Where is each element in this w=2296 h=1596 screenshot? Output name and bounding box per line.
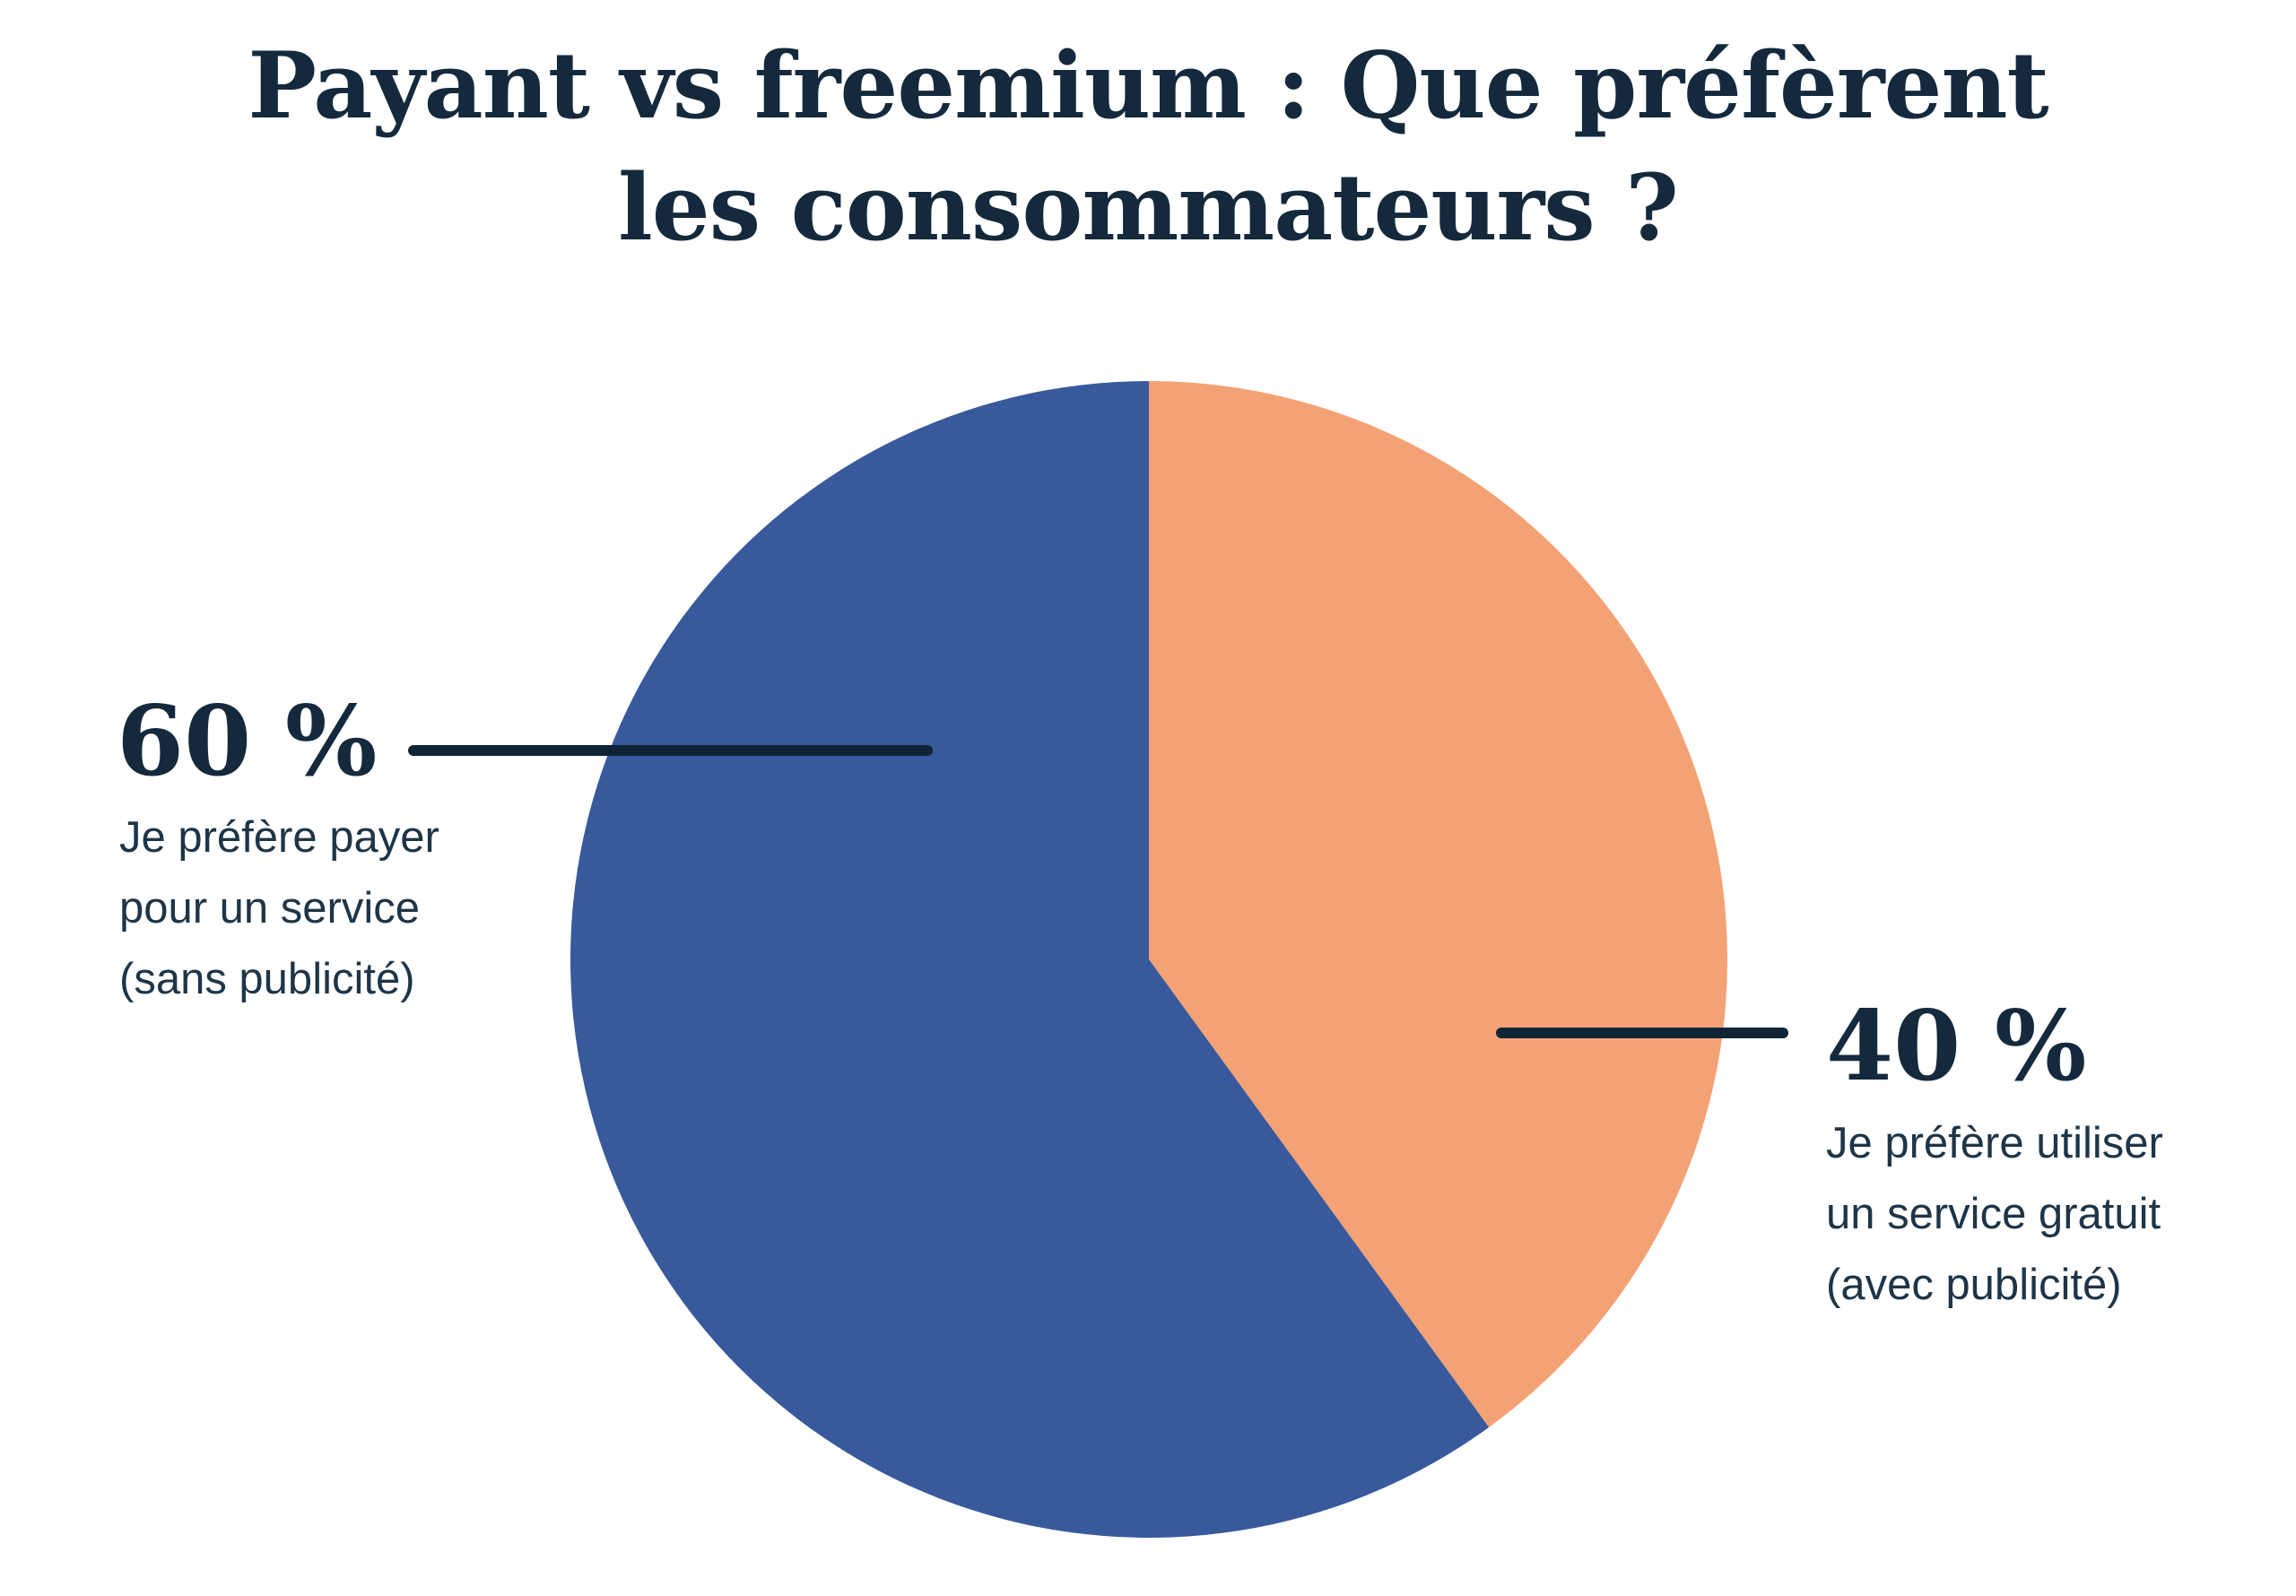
leader-line-right — [1496, 1028, 1788, 1038]
percent-label-60: 60 % — [117, 685, 378, 798]
callout-text-left: Je préfère payer pour un service (sans p… — [119, 813, 439, 1003]
pie-slice-payant — [570, 381, 1490, 1538]
page-title: Payant vs freemium : Que préfèrent les c… — [248, 32, 2048, 262]
pie-chart — [570, 381, 1727, 1538]
leader-line-left — [408, 745, 933, 756]
pie-slice-freemium — [1149, 381, 1727, 1427]
pie-chart-svg — [570, 381, 1727, 1538]
percent-label-40: 40 % — [1826, 990, 2087, 1103]
callout-text-right: Je préfère utiliser un service gratuit (… — [1826, 1119, 2163, 1309]
